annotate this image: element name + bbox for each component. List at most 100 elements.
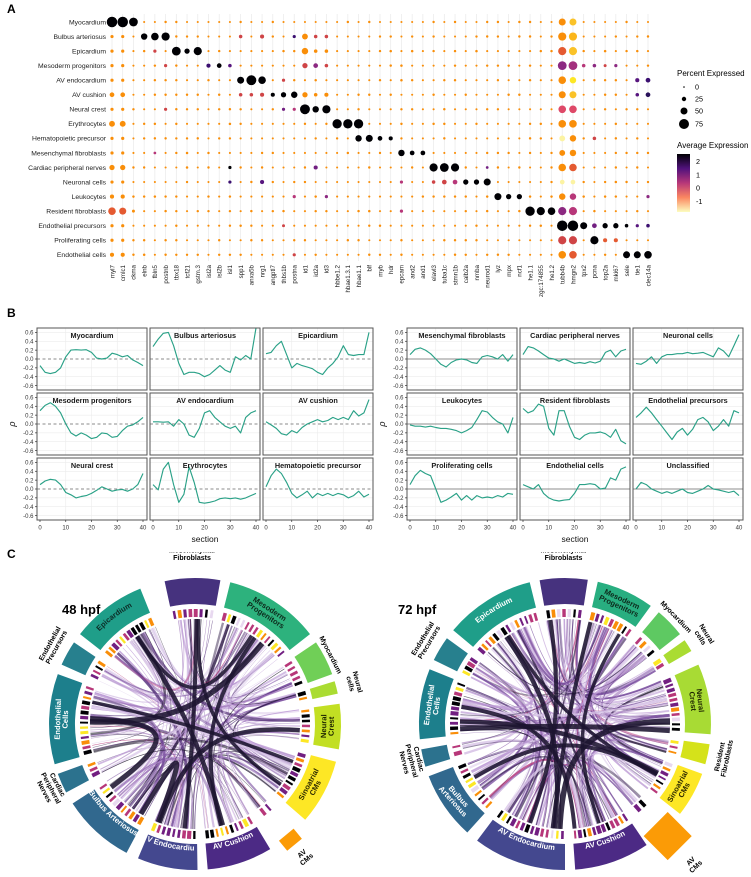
expression-dot	[539, 20, 542, 24]
expression-dot	[153, 210, 156, 213]
expression-dot	[228, 253, 232, 257]
cell-type-label: Proliferating cells	[54, 238, 106, 245]
expression-dot	[293, 210, 296, 213]
cell-type-label: Resident fibroblasts	[46, 208, 106, 215]
x-tick-label: 0	[634, 526, 638, 532]
expression-dot	[389, 181, 392, 184]
expression-dot	[110, 107, 114, 111]
expression-dot	[228, 137, 232, 140]
chord-tick	[205, 830, 210, 839]
y-tick-label: 0.6	[25, 331, 34, 337]
expression-dot	[368, 50, 371, 53]
expression-dot	[218, 20, 221, 24]
chord-tick	[638, 799, 647, 808]
expression-dot	[368, 181, 371, 184]
facet: AV cushion	[262, 392, 374, 456]
expression-dot	[175, 35, 178, 38]
gene-label: and2	[409, 264, 416, 278]
expression-dot	[464, 209, 467, 213]
expression-dot	[228, 165, 232, 170]
chord-link	[227, 647, 283, 782]
expression-dot	[175, 122, 178, 126]
legend-size-dot	[680, 107, 688, 115]
expression-dot	[453, 78, 457, 82]
expression-dot	[218, 181, 221, 184]
expression-dot	[432, 224, 435, 227]
expression-dot	[196, 64, 199, 67]
chord-tick	[248, 624, 255, 633]
expression-dot	[109, 252, 115, 257]
expression-dot	[292, 34, 296, 39]
expression-dot	[569, 163, 577, 172]
chord-tick	[469, 657, 479, 665]
expression-dot	[110, 151, 114, 155]
expression-dot	[250, 151, 253, 154]
gene-label: he1.2	[549, 264, 556, 280]
expression-dot	[184, 48, 190, 54]
chord-tick	[652, 783, 661, 790]
correlation-line	[635, 334, 740, 365]
expression-dot	[506, 193, 512, 200]
expression-dot	[518, 181, 521, 184]
expression-dot	[453, 239, 457, 242]
legend-size-dot	[679, 119, 689, 129]
chord-tick	[660, 770, 669, 777]
expression-dot	[121, 136, 125, 140]
expression-dot	[196, 209, 199, 213]
chord-tick	[276, 791, 285, 799]
expression-dot	[528, 64, 532, 67]
expression-dot	[132, 79, 135, 82]
expression-dot	[301, 47, 309, 55]
expression-dot	[271, 195, 274, 198]
correlation-line	[39, 349, 144, 375]
expression-dot	[378, 224, 382, 227]
expression-dot	[453, 20, 457, 24]
expression-dot	[378, 35, 382, 38]
expression-dot	[142, 195, 146, 198]
chord-tick	[252, 626, 259, 635]
expression-dot	[196, 79, 199, 82]
y-tick-label: -0.4	[23, 505, 34, 511]
expression-dot	[119, 207, 127, 215]
gene-label: isl2b	[217, 264, 224, 277]
expression-dot	[625, 79, 628, 82]
chord-tick	[545, 829, 550, 838]
expression-dot	[475, 239, 478, 242]
expression-dot	[207, 209, 210, 213]
expression-dot	[185, 253, 189, 256]
x-tick-label: 30	[114, 526, 121, 532]
cell-type-label: Myocardium	[69, 19, 106, 26]
chord-segment	[57, 765, 89, 793]
chord-link	[101, 674, 296, 710]
y-tick-label: 0.2	[25, 348, 34, 354]
expression-dot	[518, 50, 521, 53]
chord-tick	[589, 612, 596, 621]
expression-dot	[185, 166, 189, 169]
expression-dot	[592, 136, 597, 141]
expression-dot	[324, 34, 329, 39]
cell-type-label: Neural crest	[69, 107, 106, 114]
expression-dot	[196, 93, 199, 96]
expression-dot	[604, 166, 607, 169]
chord-tick	[505, 815, 512, 824]
expression-dot	[346, 137, 349, 140]
expression-dot	[355, 135, 362, 142]
expression-dot	[507, 35, 510, 38]
expression-dot	[421, 93, 424, 96]
expression-dot	[282, 166, 285, 169]
expression-dot	[121, 238, 125, 242]
expression-dot	[614, 108, 617, 111]
expression-dot	[271, 166, 274, 169]
gene-label: calb2a	[463, 264, 470, 283]
expression-dot	[314, 137, 317, 140]
chord-tick	[289, 670, 299, 677]
expression-dot	[614, 180, 618, 184]
chord-tick	[150, 822, 158, 832]
chord-segment-label: Neuralcells	[691, 623, 715, 649]
expression-dot	[357, 181, 360, 184]
expression-dot	[464, 35, 467, 38]
expression-dot	[625, 210, 628, 213]
expression-dot	[400, 35, 403, 38]
expression-dot	[332, 119, 342, 129]
expression-dot	[121, 180, 125, 184]
